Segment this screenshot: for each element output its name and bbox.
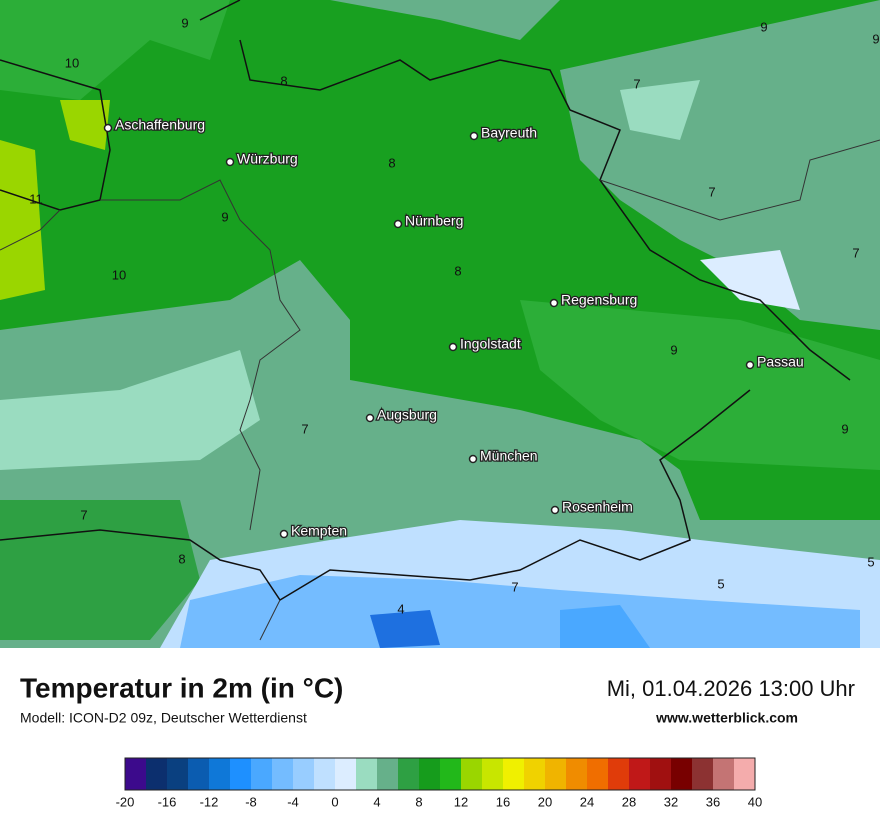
colorbar-segment xyxy=(209,758,231,790)
contour-label: 9 xyxy=(841,421,848,436)
colorbar-tick-label: 0 xyxy=(331,794,338,809)
contour-label: 11 xyxy=(29,191,43,206)
city-label: Ingolstadt xyxy=(460,336,521,352)
colorbar-segment xyxy=(650,758,672,790)
colorbar-tick-label: 32 xyxy=(664,794,678,809)
city-dot xyxy=(549,298,559,308)
contour-label: 7 xyxy=(511,579,518,594)
city-label: Augsburg xyxy=(377,407,437,423)
colorbar-tick-label: -20 xyxy=(116,794,135,809)
colorbar-segment xyxy=(335,758,357,790)
city-label: Regensburg xyxy=(561,292,637,308)
colorbar-segment xyxy=(482,758,504,790)
colorbar-tick-label: 16 xyxy=(496,794,510,809)
colorbar-tick-label: 28 xyxy=(622,794,636,809)
colorbar-segment xyxy=(713,758,735,790)
city-dot xyxy=(550,505,560,515)
colorbar-frame xyxy=(124,757,756,791)
subtitle: Modell: ICON-D2 09z, Deutscher Wetterdie… xyxy=(20,710,307,726)
contour-label: 9 xyxy=(221,209,228,224)
colorbar-segment xyxy=(251,758,273,790)
city-dot xyxy=(103,123,113,133)
colorbar-segment xyxy=(125,758,147,790)
colorbar-segment xyxy=(356,758,378,790)
city-dot xyxy=(365,413,375,423)
contour-label: 10 xyxy=(112,267,126,282)
colorbar-segment xyxy=(377,758,399,790)
colorbar-tick-label: 40 xyxy=(748,794,762,809)
colorbar-tick-label: 36 xyxy=(706,794,720,809)
city-label: Passau xyxy=(757,354,804,370)
colorbar-segment xyxy=(293,758,315,790)
contour-label: 7 xyxy=(708,184,715,199)
city-label: München xyxy=(480,448,538,464)
date: Mi, 01.04.2026 13:00 Uhr xyxy=(607,676,855,701)
contour-label: 8 xyxy=(388,155,395,170)
contour-label: 7 xyxy=(633,76,640,91)
colorbar-segment xyxy=(587,758,609,790)
city-dot xyxy=(448,342,458,352)
contour-label: 10 xyxy=(65,55,79,70)
colorbar-segment xyxy=(608,758,630,790)
contour-label: 7 xyxy=(80,507,87,522)
colorbar-tick-label: 12 xyxy=(454,794,468,809)
city-dot xyxy=(469,131,479,141)
colorbar-segment xyxy=(167,758,189,790)
colorbar-segment xyxy=(524,758,546,790)
contour-label: 7 xyxy=(852,245,859,260)
city-label: Rosenheim xyxy=(562,499,633,515)
city-dot xyxy=(468,454,478,464)
contour-label: 5 xyxy=(717,576,724,591)
colorbar-tick-label: 20 xyxy=(538,794,552,809)
city-dot xyxy=(393,219,403,229)
contour-label: 8 xyxy=(178,551,185,566)
city-label: Kempten xyxy=(291,523,347,539)
colorbar-segment xyxy=(146,758,168,790)
colorbar-segment xyxy=(692,758,714,790)
contour-label: 9 xyxy=(181,15,188,30)
colorbar-tick-label: 24 xyxy=(580,794,594,809)
colorbar-segment xyxy=(272,758,294,790)
city-label: Aschaffenburg xyxy=(115,117,205,133)
contour-label: 8 xyxy=(454,263,461,278)
city-label: Nürnberg xyxy=(405,213,463,229)
city-dot xyxy=(225,157,235,167)
contour-label: 9 xyxy=(760,19,767,34)
title: Temperatur in 2m (in °C) xyxy=(20,672,343,703)
city-dot xyxy=(279,529,289,539)
contour-label: 4 xyxy=(397,601,404,616)
city-label: Würzburg xyxy=(237,151,298,167)
colorbar-segment xyxy=(440,758,462,790)
website: www.wetterblick.com xyxy=(655,710,798,726)
contour-label: 8 xyxy=(280,73,287,88)
contour-label: 7 xyxy=(301,421,308,436)
contour-label: 9 xyxy=(872,31,879,46)
colorbar-segment xyxy=(419,758,441,790)
colorbar-segment xyxy=(230,758,252,790)
colorbar-tick-label: 4 xyxy=(373,794,380,809)
colorbar-segment xyxy=(629,758,651,790)
colorbar-tick-label: 8 xyxy=(415,794,422,809)
colorbar-segment xyxy=(188,758,210,790)
colorbar-tick-label: -4 xyxy=(287,794,299,809)
colorbar-segment xyxy=(398,758,420,790)
contour-label: 5 xyxy=(867,554,874,569)
colorbar-segment xyxy=(314,758,336,790)
footer-panel xyxy=(0,648,880,830)
colorbar-segment xyxy=(566,758,588,790)
colorbar-segment xyxy=(503,758,525,790)
colorbar-segment xyxy=(545,758,567,790)
contour-label: 9 xyxy=(670,342,677,357)
colorbar-tick-label: -12 xyxy=(200,794,219,809)
city-dot xyxy=(745,360,755,370)
map: 9 10 8 8 7 9 9 11 9 7 10 8 7 9 7 9 7 8 4 7 5 5 Aschaffenburg W… xyxy=(0,0,880,648)
city-label: Bayreuth xyxy=(481,125,537,141)
colorbar-segment xyxy=(734,758,756,790)
colorbar-segment xyxy=(461,758,483,790)
colorbar-tick-label: -16 xyxy=(158,794,177,809)
colorbar-tick-label: -8 xyxy=(245,794,257,809)
colorbar-segment xyxy=(671,758,693,790)
